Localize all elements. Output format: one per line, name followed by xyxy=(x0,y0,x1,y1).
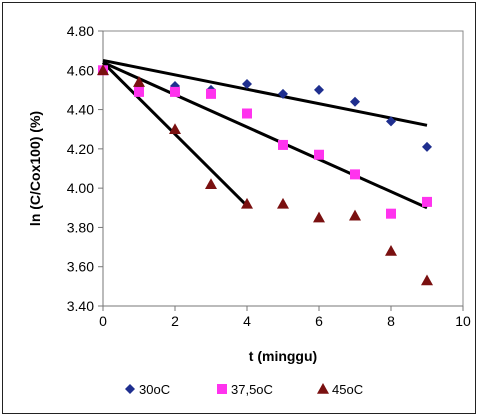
data-point-series-1 xyxy=(242,79,252,90)
data-point-series-2 xyxy=(206,88,216,99)
legend-label: 37,5oC xyxy=(231,382,273,397)
trendline-series-1 xyxy=(102,58,428,127)
y-tick-label: 4.60 xyxy=(67,62,94,78)
data-point-series-1 xyxy=(314,84,324,95)
y-tick-label: 4.40 xyxy=(67,102,94,118)
data-point-series-3 xyxy=(133,76,145,87)
data-point-series-3 xyxy=(385,245,397,256)
trendline-series-2 xyxy=(102,61,428,210)
legend-marker-series-3 xyxy=(317,383,329,394)
data-point-series-1 xyxy=(386,116,396,127)
legend-label: 45oC xyxy=(332,382,363,397)
x-tick-label: 6 xyxy=(315,313,323,329)
x-tick-label: 8 xyxy=(387,313,395,329)
trendlines xyxy=(101,58,428,210)
trendline-series-3 xyxy=(101,61,249,207)
y-tick-label: 3.60 xyxy=(67,259,94,275)
x-tick-label: 0 xyxy=(99,313,107,329)
plot-background xyxy=(102,30,464,307)
x-axis-title: t (minggu) xyxy=(249,348,317,364)
y-tick-label: 3.80 xyxy=(67,219,94,235)
x-tick-label: 10 xyxy=(455,313,471,329)
y-axis-title: ln (C/Cox100) (%) xyxy=(27,111,43,226)
data-point-series-3 xyxy=(205,178,217,190)
data-point-series-3 xyxy=(241,197,253,209)
data-point-series-2 xyxy=(350,169,360,180)
y-tick-label: 4.20 xyxy=(67,141,94,157)
y-tick-label: 3.40 xyxy=(67,298,94,314)
legend-marker-series-1 xyxy=(125,384,135,394)
data-point-series-1 xyxy=(350,96,360,107)
data-point-series-3 xyxy=(349,209,361,221)
data-point-series-2 xyxy=(170,86,180,97)
legend-label: 30oC xyxy=(139,382,170,397)
data-point-series-1 xyxy=(422,141,432,152)
data-point-series-3 xyxy=(169,123,181,135)
axes: 3.40 3.60 3.80 4.00 4.20 4.40 4.60 4.80 0 2 4 6 8 10 xyxy=(67,23,471,329)
data-point-series-2 xyxy=(134,86,144,97)
data-points xyxy=(97,64,433,286)
data-point-series-3 xyxy=(421,274,433,286)
data-point-series-3 xyxy=(313,211,325,223)
legend: 30oC 37,5oC 45oC xyxy=(125,382,363,397)
y-tick-label: 4.00 xyxy=(67,180,94,196)
y-tick-label: 4.80 xyxy=(67,23,94,39)
data-point-series-2 xyxy=(314,149,324,160)
data-point-series-2 xyxy=(278,139,288,150)
x-tick-label: 2 xyxy=(171,313,179,329)
x-tick-label: 4 xyxy=(243,313,251,329)
data-point-series-2 xyxy=(242,108,252,119)
data-point-series-3 xyxy=(277,197,289,209)
legend-marker-series-2 xyxy=(217,384,227,394)
plot-area xyxy=(102,30,464,307)
data-point-series-3 xyxy=(97,64,109,76)
data-point-series-2 xyxy=(422,196,432,207)
data-point-series-2 xyxy=(386,208,396,219)
data-point-series-1 xyxy=(278,88,288,99)
